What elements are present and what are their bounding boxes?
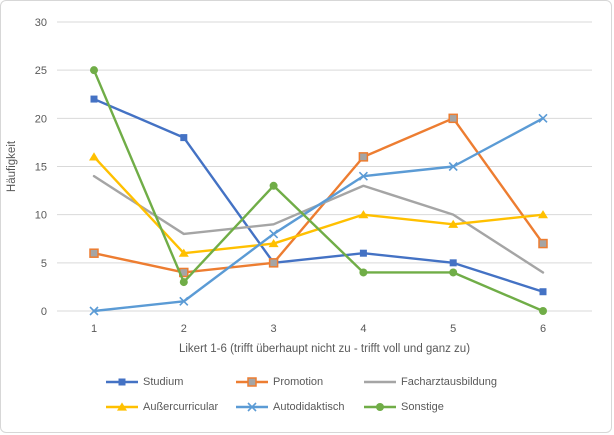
y-tick-label: 25 <box>35 65 47 77</box>
data-point-marker <box>269 181 278 190</box>
data-point-marker <box>538 113 548 123</box>
series-line <box>92 117 545 313</box>
data-point-marker <box>538 210 548 219</box>
y-tick-label: 20 <box>35 113 47 125</box>
series-studium <box>90 95 547 296</box>
legend-label: Promotion <box>273 375 324 388</box>
y-tick-label: 5 <box>41 258 47 270</box>
legend-item-au-ercurricular: Außercurricular <box>106 401 236 413</box>
data-point-marker <box>448 219 459 228</box>
legend-key-icon <box>236 376 268 387</box>
series-line <box>92 97 545 293</box>
data-point-marker <box>268 258 279 268</box>
data-point-marker <box>90 95 98 103</box>
data-point-marker <box>179 296 189 306</box>
x-tick-label: 3 <box>271 323 277 335</box>
data-point-marker <box>539 307 547 315</box>
data-point-marker <box>118 378 126 385</box>
data-point-marker <box>247 376 257 387</box>
y-tick-label: 15 <box>35 162 47 174</box>
y-tick-label: 30 <box>35 17 47 29</box>
legend-key-icon <box>236 401 268 412</box>
x-tick-label: 5 <box>450 323 456 335</box>
legend-item-facharztausbildung: Facharztausbildung <box>364 376 564 388</box>
x-tick-label: 1 <box>91 323 97 335</box>
data-point-marker <box>449 259 457 267</box>
data-point-marker <box>89 306 99 316</box>
series-line <box>92 117 545 274</box>
data-point-marker <box>89 152 99 161</box>
y-tick-label: 10 <box>35 210 47 222</box>
series-autodidaktisch <box>89 113 548 316</box>
legend-key-icon <box>106 378 138 385</box>
data-point-marker <box>539 288 547 296</box>
data-point-marker <box>89 248 99 258</box>
legend-label: Autodidaktisch <box>273 400 345 413</box>
data-point-marker <box>359 268 368 277</box>
x-axis-title: Likert 1-6 (trifft überhaupt nicht zu - … <box>179 343 470 355</box>
data-point-marker <box>358 152 369 162</box>
data-point-marker <box>358 171 368 181</box>
data-point-marker <box>376 402 384 411</box>
legend-label: Sonstige <box>401 400 444 413</box>
y-tick-label: 0 <box>41 306 47 318</box>
line-chart-plot-area: 0 5 10 15 20 25 30 1 2 3 4 5 6 Likert 1-6 (trifft übe… <box>6 17 592 355</box>
series-sonstige <box>90 66 547 315</box>
data-point-marker <box>449 268 458 277</box>
legend-item-autodidaktisch: Autodidaktisch <box>236 401 364 413</box>
data-point-marker <box>179 278 188 287</box>
series-promotion <box>89 113 548 278</box>
data-point-marker <box>90 66 98 75</box>
series-line <box>92 68 545 313</box>
legend-label: Facharztausbildung <box>401 375 498 388</box>
y-axis-title: Häufigkeit <box>6 140 18 192</box>
data-point-marker <box>269 229 279 239</box>
data-point-marker <box>247 401 257 412</box>
data-point-marker <box>117 401 127 411</box>
x-tick-label: 4 <box>360 323 366 335</box>
data-point-marker <box>358 210 369 219</box>
chart-legend: Studium Promotion Facharztausbildung Außerc… <box>106 369 564 419</box>
legend-key-icon <box>106 401 138 411</box>
data-point-marker <box>448 113 458 124</box>
data-point-marker <box>180 134 188 142</box>
x-tick-label: 6 <box>540 323 546 335</box>
data-point-marker <box>538 238 548 249</box>
legend-item-studium: Studium <box>106 376 236 388</box>
legend-label: Außercurricular <box>143 400 219 413</box>
data-point-marker <box>178 248 189 257</box>
legend-key-icon <box>364 380 396 383</box>
legend-label: Studium <box>143 375 184 388</box>
legend-item-promotion: Promotion <box>236 376 364 388</box>
data-point-marker <box>359 249 367 257</box>
legend-item-sonstige: Sonstige <box>364 401 564 413</box>
data-point-marker <box>448 161 458 172</box>
x-tick-label: 2 <box>181 323 187 335</box>
data-point-marker <box>268 238 279 248</box>
legend-key-icon <box>364 402 396 411</box>
